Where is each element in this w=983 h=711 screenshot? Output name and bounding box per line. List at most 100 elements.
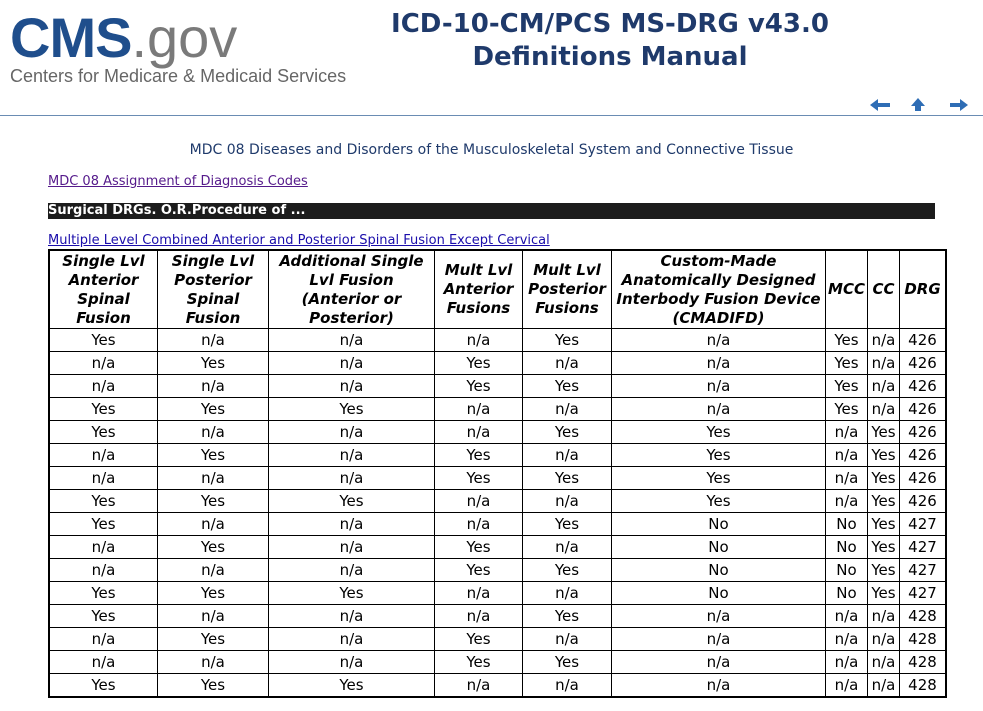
table-cell: Yes — [434, 650, 523, 674]
table-link[interactable]: Multiple Level Combined Anterior and Pos… — [48, 233, 550, 248]
table-cell: No — [611, 581, 826, 605]
table-cell: 426 — [899, 443, 947, 467]
table-cell: 427 — [899, 512, 947, 536]
table-cell: 428 — [899, 650, 947, 674]
table-cell: n/a — [48, 535, 158, 559]
table-cell: n/a — [522, 627, 612, 651]
table-cell: 426 — [899, 374, 947, 398]
table-cell: n/a — [434, 581, 523, 605]
table-cell: n/a — [48, 374, 158, 398]
table-cell: Yes — [268, 673, 435, 698]
section-bar: Surgical DRGs. O.R.Procedure of ... — [48, 203, 935, 219]
column-header: CC — [867, 249, 900, 329]
table-cell: 427 — [899, 558, 947, 582]
table-cell: Yes — [522, 512, 612, 536]
table-cell: Yes — [48, 581, 158, 605]
table-cell: Yes — [867, 558, 900, 582]
table-cell: n/a — [268, 374, 435, 398]
header-row: Single Lvl Anterior Spinal Fusion Single … — [48, 249, 947, 329]
table-cell: n/a — [434, 397, 523, 421]
table-cell: 428 — [899, 673, 947, 698]
page-title: ICD-10-CM/PCS MS-DRG v43.0 Definitions Ma… — [340, 8, 880, 74]
table-cell: n/a — [434, 604, 523, 628]
table-row: n/a n/a n/a Yes Yes No No Yes 427 — [48, 558, 947, 582]
table-row: Yes n/a n/a n/a Yes n/a Yes n/a 426 — [48, 328, 947, 352]
next-arrow[interactable] — [950, 99, 968, 111]
column-header: Additional Single Lvl Fusion (Anterior o… — [268, 249, 435, 329]
header-rule — [0, 115, 983, 116]
drg-table: Single Lvl Anterior Spinal Fusion Single … — [48, 249, 947, 698]
prev-arrow[interactable] — [870, 99, 890, 111]
assignment-link[interactable]: MDC 08 Assignment of Diagnosis Codes — [48, 174, 308, 189]
table-cell: n/a — [867, 397, 900, 421]
table-cell: n/a — [611, 673, 826, 698]
table-row: Yes n/a n/a n/a Yes n/a n/a n/a 428 — [48, 604, 947, 628]
table-cell: n/a — [522, 351, 612, 375]
table-cell: 427 — [899, 535, 947, 559]
table-cell: n/a — [434, 512, 523, 536]
table-cell: n/a — [867, 374, 900, 398]
table-cell: Yes — [268, 489, 435, 513]
table-cell: 428 — [899, 604, 947, 628]
table-cell: n/a — [825, 673, 868, 698]
table-cell: n/a — [611, 351, 826, 375]
table-cell: No — [611, 535, 826, 559]
table-row: n/a Yes n/a Yes n/a n/a n/a n/a 428 — [48, 627, 947, 651]
table-row: Yes n/a n/a n/a Yes No No Yes 427 — [48, 512, 947, 536]
table-cell: n/a — [434, 328, 523, 352]
table-cell: Yes — [434, 351, 523, 375]
table-cell: Yes — [611, 489, 826, 513]
table-cell: n/a — [522, 673, 612, 698]
table-cell: n/a — [867, 650, 900, 674]
table-cell: Yes — [157, 627, 269, 651]
table-cell: n/a — [867, 604, 900, 628]
table-cell: n/a — [48, 627, 158, 651]
up-arrow[interactable] — [911, 98, 925, 111]
table-cell: 426 — [899, 466, 947, 490]
logo-main: CMS — [10, 6, 132, 69]
table-cell: n/a — [268, 512, 435, 536]
table-cell: Yes — [157, 489, 269, 513]
table-cell: n/a — [157, 374, 269, 398]
table-cell: n/a — [611, 374, 826, 398]
table-cell: n/a — [611, 328, 826, 352]
table-cell: 426 — [899, 489, 947, 513]
table-cell: Yes — [48, 489, 158, 513]
table-row: n/a Yes n/a Yes n/a n/a Yes n/a 426 — [48, 351, 947, 375]
table-cell: Yes — [825, 374, 868, 398]
table-cell: 426 — [899, 420, 947, 444]
table-cell: n/a — [268, 443, 435, 467]
table-cell: Yes — [157, 351, 269, 375]
table-cell: n/a — [867, 328, 900, 352]
table-cell: n/a — [522, 581, 612, 605]
table-cell: Yes — [611, 443, 826, 467]
table-cell: n/a — [825, 443, 868, 467]
table-cell: Yes — [867, 489, 900, 513]
table-cell: Yes — [867, 581, 900, 605]
table-cell: No — [825, 558, 868, 582]
table-cell: Yes — [522, 650, 612, 674]
table-cell: n/a — [825, 604, 868, 628]
table-cell: n/a — [825, 627, 868, 651]
cms-logo[interactable]: CMS.gov — [10, 8, 237, 68]
table-row: Yes Yes Yes n/a n/a Yes n/a Yes 426 — [48, 489, 947, 513]
table-cell: n/a — [522, 489, 612, 513]
table-cell: 426 — [899, 397, 947, 421]
table-cell: n/a — [268, 328, 435, 352]
table-cell: n/a — [867, 627, 900, 651]
table-cell: n/a — [434, 489, 523, 513]
table-cell: Yes — [48, 328, 158, 352]
table-cell: Yes — [434, 535, 523, 559]
table-cell: n/a — [268, 535, 435, 559]
table-cell: n/a — [268, 558, 435, 582]
mdc-heading: MDC 08 Diseases and Disorders of the Mus… — [189, 142, 794, 158]
column-header: Single Lvl Posterior Spinal Fusion — [157, 249, 269, 329]
table-cell: Yes — [48, 604, 158, 628]
table-cell: n/a — [611, 627, 826, 651]
table-cell: Yes — [522, 374, 612, 398]
table-cell: Yes — [825, 328, 868, 352]
table-body: Yes n/a n/a n/a Yes n/a Yes n/a 426 n/a Yes n/a Yes n… — [48, 328, 947, 698]
logo-suffix: .gov — [131, 6, 238, 69]
table-row: Yes Yes Yes n/a n/a n/a Yes n/a 426 — [48, 397, 947, 421]
